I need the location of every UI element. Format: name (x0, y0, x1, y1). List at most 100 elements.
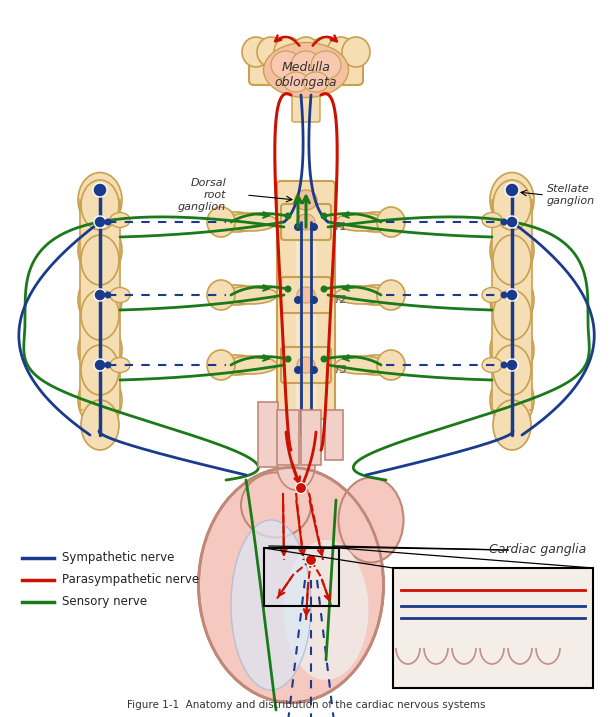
Circle shape (295, 483, 306, 493)
Circle shape (94, 289, 106, 301)
FancyBboxPatch shape (281, 204, 331, 240)
Ellipse shape (493, 400, 531, 450)
Ellipse shape (257, 37, 285, 67)
Ellipse shape (493, 235, 531, 285)
Circle shape (104, 361, 112, 369)
Ellipse shape (78, 173, 122, 227)
Bar (80, 200, 120, 410)
Ellipse shape (274, 37, 302, 67)
Ellipse shape (110, 358, 130, 373)
Circle shape (321, 356, 327, 363)
Circle shape (500, 292, 508, 298)
Circle shape (104, 292, 112, 298)
Ellipse shape (338, 478, 403, 563)
Circle shape (310, 223, 318, 231)
Bar (80, 200, 120, 410)
Circle shape (294, 223, 302, 231)
Text: Sensory nerve: Sensory nerve (62, 596, 147, 609)
Circle shape (321, 212, 327, 219)
Circle shape (294, 296, 302, 304)
Ellipse shape (354, 285, 398, 305)
Ellipse shape (81, 180, 119, 230)
Ellipse shape (327, 37, 355, 67)
Ellipse shape (490, 373, 534, 427)
Circle shape (506, 289, 518, 301)
Ellipse shape (78, 373, 122, 427)
Ellipse shape (225, 286, 277, 304)
Ellipse shape (78, 222, 122, 277)
Text: T2: T2 (334, 295, 348, 305)
Ellipse shape (493, 290, 531, 340)
Ellipse shape (377, 280, 405, 310)
Ellipse shape (292, 37, 320, 67)
Ellipse shape (213, 285, 259, 305)
Bar (492, 200, 532, 410)
Ellipse shape (490, 323, 534, 377)
Ellipse shape (78, 323, 122, 377)
Bar (83, 205, 117, 425)
Ellipse shape (482, 288, 502, 303)
Ellipse shape (283, 540, 368, 680)
Ellipse shape (377, 207, 405, 237)
Ellipse shape (482, 358, 502, 373)
Bar (299, 190, 313, 410)
Text: T3: T3 (334, 365, 348, 375)
Bar (264, 548, 339, 606)
Ellipse shape (297, 287, 315, 303)
Ellipse shape (493, 345, 531, 395)
Ellipse shape (310, 37, 338, 67)
Ellipse shape (354, 212, 398, 232)
Circle shape (310, 366, 318, 374)
Ellipse shape (81, 235, 119, 285)
Ellipse shape (354, 355, 398, 375)
Circle shape (305, 554, 316, 566)
Text: Parasympathetic nerve: Parasympathetic nerve (62, 574, 199, 587)
Ellipse shape (490, 272, 534, 328)
Bar (393, 568, 593, 688)
FancyBboxPatch shape (292, 88, 320, 122)
Text: Dorsal
root
ganglion: Dorsal root ganglion (178, 179, 226, 212)
Circle shape (104, 219, 112, 226)
Ellipse shape (335, 213, 387, 231)
Circle shape (321, 285, 327, 293)
Ellipse shape (335, 286, 387, 304)
Bar (296, 190, 316, 410)
FancyBboxPatch shape (281, 347, 331, 383)
Ellipse shape (207, 280, 235, 310)
Bar (301, 410, 321, 465)
Circle shape (284, 285, 292, 293)
Circle shape (506, 359, 518, 371)
Ellipse shape (207, 350, 235, 380)
Circle shape (284, 212, 292, 219)
Ellipse shape (295, 190, 317, 210)
FancyBboxPatch shape (281, 277, 331, 313)
Text: Cardiac ganglia: Cardiac ganglia (489, 543, 587, 556)
FancyBboxPatch shape (249, 40, 363, 85)
Ellipse shape (213, 355, 259, 375)
Ellipse shape (277, 440, 315, 490)
Ellipse shape (311, 51, 341, 79)
Ellipse shape (283, 72, 308, 92)
Circle shape (294, 366, 302, 374)
Ellipse shape (271, 51, 301, 79)
Ellipse shape (231, 520, 311, 690)
Bar (325, 410, 343, 460)
Ellipse shape (335, 356, 387, 374)
FancyBboxPatch shape (277, 181, 335, 419)
Ellipse shape (482, 212, 502, 227)
Circle shape (505, 183, 519, 197)
Ellipse shape (297, 357, 315, 373)
Ellipse shape (225, 213, 277, 231)
Bar (277, 410, 299, 465)
Text: Medulla
oblongata: Medulla oblongata (275, 61, 337, 89)
Ellipse shape (199, 467, 384, 703)
Ellipse shape (342, 37, 370, 67)
Circle shape (284, 356, 292, 363)
Text: Stellate
ganglion: Stellate ganglion (547, 184, 595, 206)
Bar (492, 200, 532, 410)
Text: T1: T1 (334, 222, 348, 232)
Circle shape (93, 183, 107, 197)
Text: Sympathetic nerve: Sympathetic nerve (62, 551, 174, 564)
Ellipse shape (297, 214, 315, 230)
Circle shape (506, 216, 518, 228)
